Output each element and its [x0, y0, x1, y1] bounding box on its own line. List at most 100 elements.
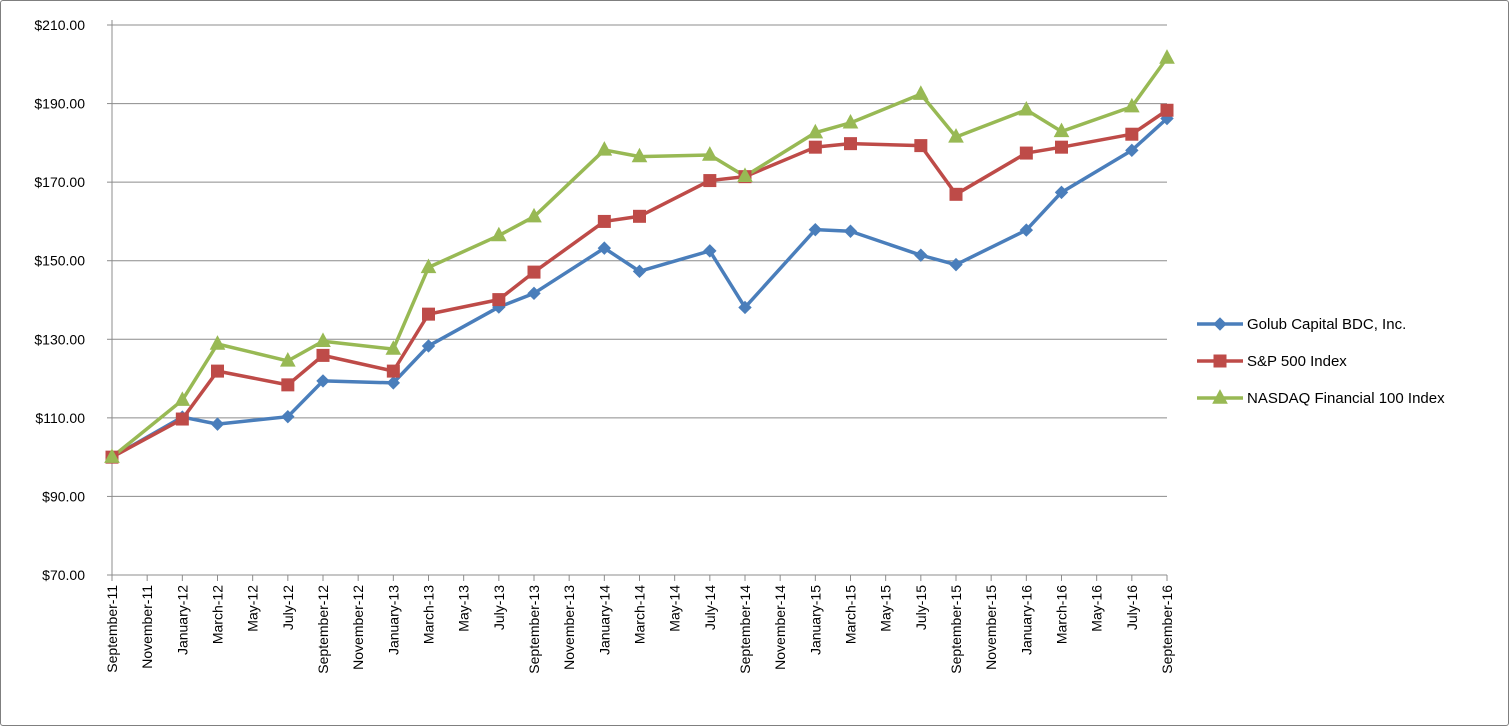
x-tick-label: May-12 — [245, 585, 261, 632]
data-point-triangle — [1159, 49, 1175, 64]
data-point-square — [316, 348, 330, 362]
x-tick-label: November-14 — [772, 585, 788, 670]
data-point-square — [1055, 140, 1068, 154]
data-point-triangle — [701, 146, 718, 161]
data-point-square — [281, 378, 295, 392]
data-point-diamond — [527, 286, 541, 301]
data-point-diamond — [738, 300, 752, 315]
y-tick-label: $130.00 — [34, 331, 85, 347]
gridlines — [112, 24, 1167, 497]
data-point-diamond — [421, 339, 436, 353]
data-point-triangle — [807, 123, 824, 139]
data-point-triangle — [1053, 122, 1070, 138]
data-point-triangle — [1018, 101, 1035, 116]
x-tick-label: September-14 — [737, 585, 753, 674]
data-point-triangle — [737, 167, 753, 182]
x-tick-label: March-13 — [421, 585, 437, 644]
data-point-square — [808, 140, 822, 154]
data-point-square — [914, 139, 928, 153]
x-tick-label: November-11 — [139, 585, 155, 669]
data-point-square — [703, 174, 717, 188]
data-point-diamond — [1125, 143, 1139, 158]
data-point-triangle — [420, 258, 437, 274]
x-tick-label: May-13 — [456, 585, 472, 632]
x-tick-label: July-16 — [1124, 585, 1140, 630]
data-point-square — [175, 412, 189, 426]
x-tick-label: September-11 — [104, 585, 120, 673]
y-tick-label: $90.00 — [42, 488, 85, 504]
x-tick-label: January-15 — [807, 585, 823, 655]
x-tick-label: September-16 — [1159, 585, 1175, 674]
x-tick-label: March-12 — [210, 585, 226, 644]
data-point-square — [211, 364, 224, 378]
data-point-diamond — [808, 222, 823, 237]
x-tick-label: July-13 — [491, 585, 507, 630]
y-tick-label: $210.00 — [34, 17, 85, 33]
data-point-diamond — [843, 224, 858, 238]
data-point-triangle — [596, 141, 613, 156]
data-point-triangle — [948, 128, 964, 143]
data-point-diamond — [281, 409, 295, 424]
series-line — [110, 56, 1169, 459]
data-point-triangle — [1212, 389, 1228, 404]
legend-label: S&P 500 Index — [1247, 353, 1347, 370]
legend-label: NASDAQ Financial 100 Index — [1247, 390, 1445, 407]
y-tick-label: $110.00 — [35, 410, 85, 426]
data-point-square — [1019, 146, 1033, 160]
data-point-triangle — [315, 332, 331, 347]
x-tick-label: September-13 — [526, 585, 542, 674]
series-line — [110, 116, 1169, 459]
data-point-diamond — [1019, 223, 1034, 237]
x-tick-label: November-12 — [350, 585, 366, 670]
x-axis-tick-labels: September-11 November-11 January-12 March-1… — [104, 585, 1175, 674]
data-point-triangle — [104, 448, 120, 463]
y-axis-tick-labels: $70.00 $90.00 $110.00 $130.00 $150.00 $170.00… — [34, 17, 85, 583]
data-point-square — [422, 307, 435, 321]
data-point-square — [1160, 103, 1174, 117]
legend: Golub Capital BDC, Inc. S&P 500 Index NASD… — [1197, 316, 1445, 407]
data-point-square — [386, 364, 400, 378]
series-lines — [110, 56, 1169, 459]
data-point-diamond — [1054, 185, 1069, 200]
data-point-square — [633, 209, 646, 223]
data-point-triangle — [490, 226, 507, 242]
legend-label: Golub Capital BDC, Inc. — [1247, 316, 1406, 333]
axes — [107, 20, 1168, 581]
data-point-diamond — [386, 376, 401, 390]
x-tick-label: September-12 — [315, 585, 331, 674]
x-tick-label: November-15 — [983, 585, 999, 670]
data-point-triangle — [1123, 97, 1140, 113]
data-point-triangle — [209, 335, 226, 350]
x-tick-label: July-14 — [702, 585, 718, 630]
x-tick-label: March-15 — [843, 585, 859, 644]
data-point-square — [492, 293, 506, 307]
data-point-triangle — [385, 340, 402, 355]
x-tick-label: January-16 — [1018, 585, 1034, 655]
data-point-diamond — [703, 244, 717, 258]
data-point-triangle — [174, 391, 191, 406]
data-point-triangle — [631, 147, 648, 163]
y-tick-label: $150.00 — [34, 253, 85, 269]
data-point-triangle — [912, 85, 929, 100]
data-point-square — [597, 214, 611, 228]
x-tick-label: May-14 — [667, 585, 683, 632]
data-point-diamond — [949, 257, 963, 272]
x-tick-label: May-15 — [878, 585, 894, 632]
data-point-diamond — [632, 264, 647, 279]
data-point-diamond — [210, 417, 225, 431]
data-point-diamond — [597, 241, 612, 255]
x-tick-label: November-13 — [561, 585, 577, 670]
y-tick-label: $170.00 — [34, 174, 85, 190]
y-tick-label: $70.00 — [42, 567, 85, 583]
x-tick-label: March-16 — [1054, 585, 1070, 644]
y-tick-label: $190.00 — [34, 96, 85, 112]
data-point-square — [527, 265, 541, 279]
data-point-square — [1213, 354, 1227, 368]
x-tick-label: January-14 — [596, 585, 612, 655]
series-markers — [104, 49, 1175, 464]
data-point-triangle — [526, 207, 542, 223]
x-tick-label: July-12 — [280, 585, 296, 630]
x-tick-label: July-15 — [913, 585, 929, 630]
